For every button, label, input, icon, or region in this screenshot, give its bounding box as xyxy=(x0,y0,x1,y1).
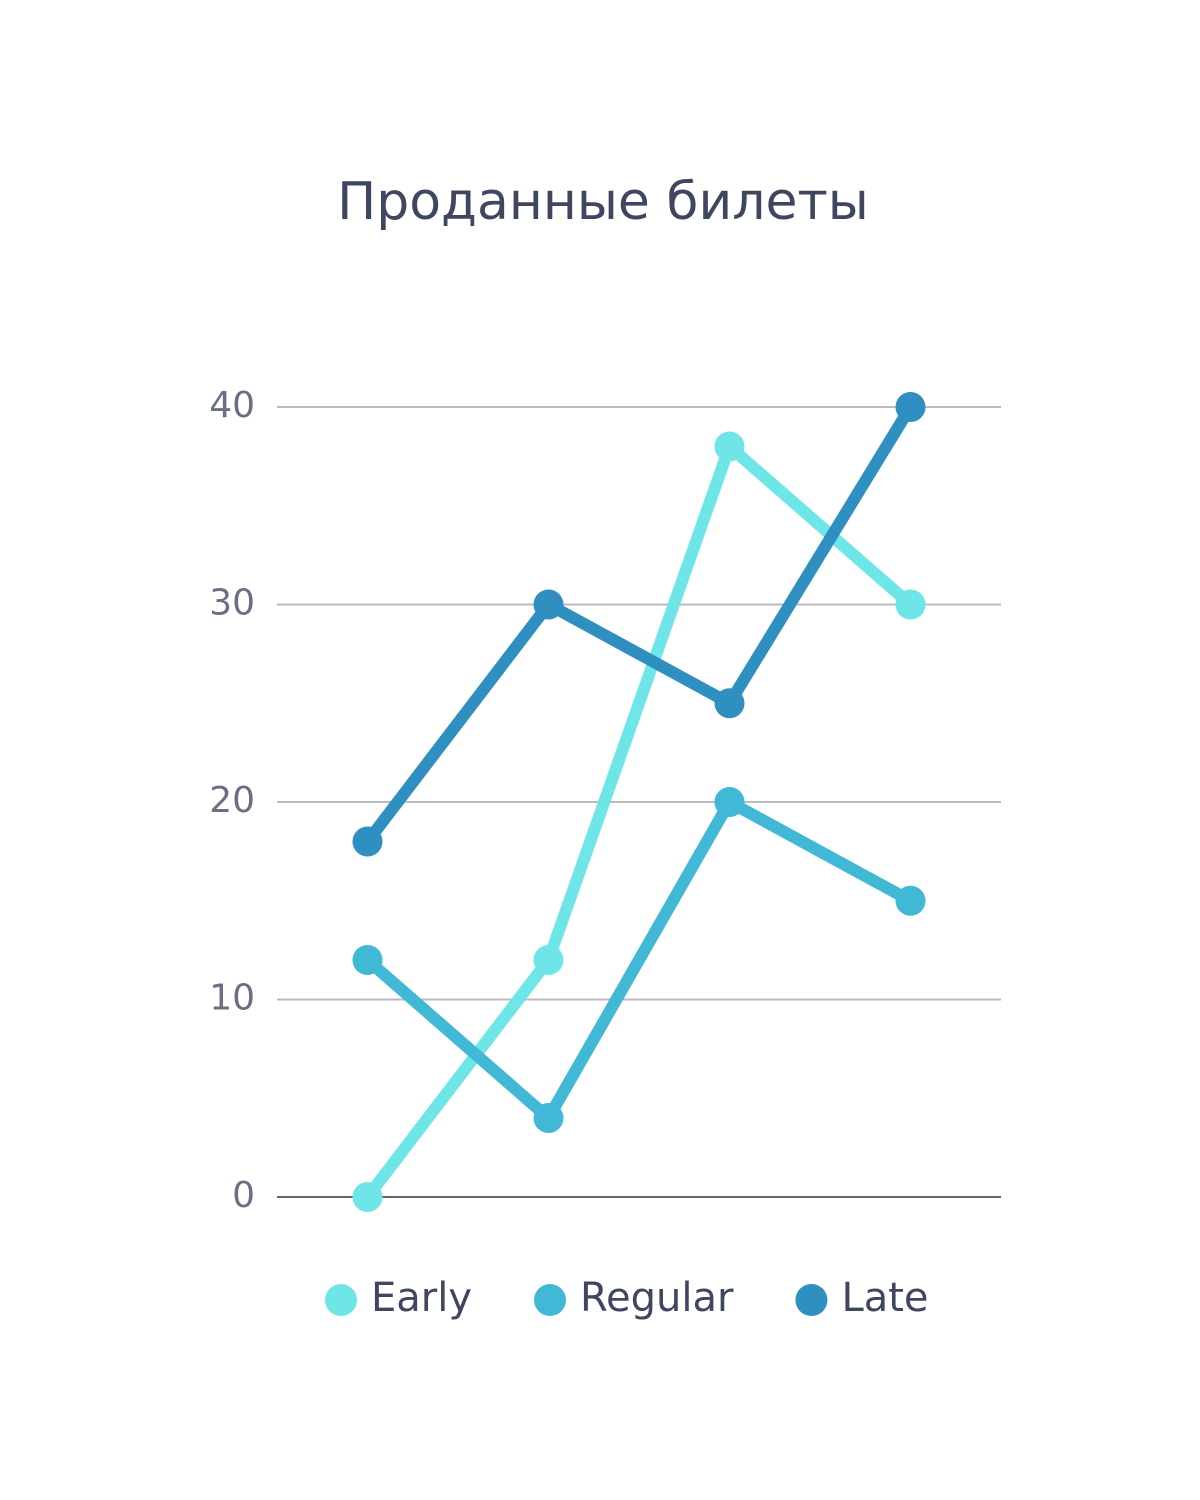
y-tick-label: 40 xyxy=(209,385,255,426)
point xyxy=(352,1182,383,1212)
point xyxy=(533,1103,564,1133)
y-tick-label: 30 xyxy=(209,583,255,624)
point xyxy=(714,431,745,462)
legend-marker xyxy=(534,1284,567,1316)
legend-label: Early xyxy=(371,1275,472,1321)
series-line xyxy=(362,440,915,1201)
point xyxy=(714,787,745,817)
point xyxy=(533,589,564,620)
point xyxy=(895,589,926,620)
chart-title: Проданные билеты xyxy=(337,172,869,232)
series-line xyxy=(362,403,916,846)
legend-label: Regular xyxy=(580,1275,734,1321)
point xyxy=(895,392,926,422)
point xyxy=(714,688,745,719)
point xyxy=(533,945,564,975)
legend-label: Late xyxy=(841,1275,928,1321)
point xyxy=(352,826,383,857)
legend-marker xyxy=(795,1284,828,1316)
point xyxy=(352,945,383,975)
legend-marker xyxy=(325,1284,357,1316)
y-tick-label: 20 xyxy=(209,780,255,821)
y-tick-label: 10 xyxy=(209,978,255,1019)
series-line xyxy=(363,796,914,1124)
point xyxy=(895,885,926,916)
y-tick-label: 0 xyxy=(232,1175,255,1216)
